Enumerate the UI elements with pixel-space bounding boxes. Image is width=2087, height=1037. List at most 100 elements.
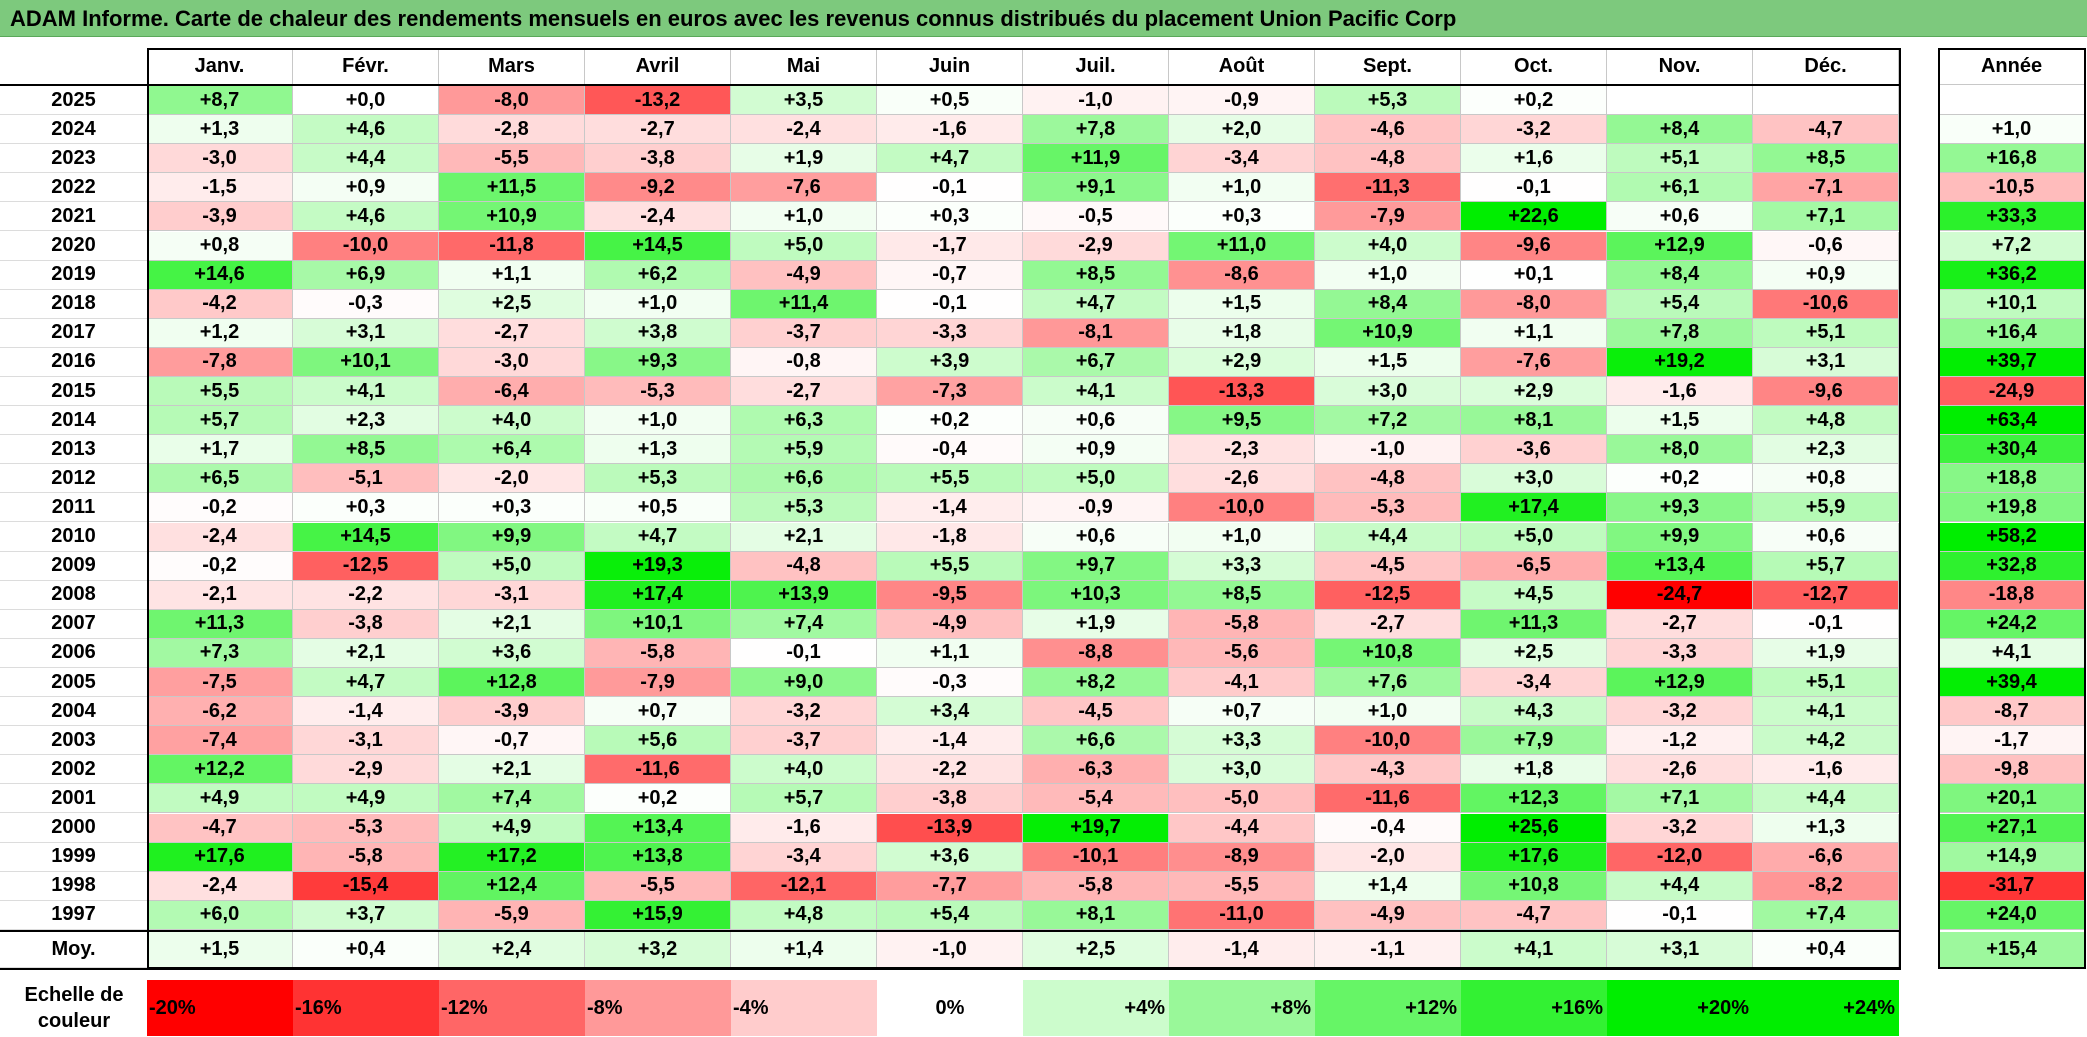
- heatmap-cell: +14,6: [147, 260, 293, 290]
- heatmap-cell: +8,1: [1461, 406, 1607, 436]
- heatmap-cell: -4,8: [1315, 144, 1461, 174]
- heatmap-cell: -7,6: [731, 173, 877, 203]
- heatmap-cell: -0,1: [1753, 609, 1899, 639]
- heatmap-cell: +4,7: [1023, 289, 1169, 319]
- heatmap-cell: -5,5: [439, 144, 585, 174]
- heatmap-cell: +1,9: [1753, 638, 1899, 668]
- heatmap-cell: +12,8: [439, 668, 585, 698]
- heatmap-cell: +19,7: [1023, 813, 1169, 843]
- heatmap-cell: +4,7: [877, 144, 1023, 174]
- heatmap-cell: -6,5: [1461, 551, 1607, 581]
- year-label: 2019: [0, 260, 147, 290]
- heatmap-cell: -0,9: [1169, 86, 1315, 116]
- heatmap-cell: -3,0: [439, 347, 585, 377]
- heatmap-cell: +10,9: [439, 202, 585, 232]
- heatmap-cell: +1,3: [1753, 813, 1899, 843]
- heatmap-cell: +0,5: [877, 86, 1023, 116]
- heatmap-cell: +9,3: [585, 347, 731, 377]
- heatmap-cell: -1,4: [877, 726, 1023, 756]
- heatmap-cell: -7,5: [147, 668, 293, 698]
- heatmap-cell: +1,2: [147, 318, 293, 348]
- heatmap-cell: -6,6: [1753, 842, 1899, 872]
- year-label: 2005: [0, 668, 147, 698]
- heatmap-cell: +7,9: [1461, 726, 1607, 756]
- average-label: Moy.: [0, 931, 147, 968]
- annual-cell: -18,8: [1939, 580, 2085, 610]
- heatmap-cell: +2,3: [293, 406, 439, 436]
- average-cell: +2,4: [439, 931, 585, 968]
- heatmap-cell: +14,5: [293, 522, 439, 552]
- heatmap-cell: +0,3: [877, 202, 1023, 232]
- heatmap-cell: +4,0: [731, 755, 877, 785]
- annual-cell: +1,0: [1939, 115, 2085, 145]
- chart-title: ADAM Informe. Carte de chaleur des rende…: [10, 6, 1457, 31]
- heatmap-cell: +4,1: [293, 377, 439, 407]
- heatmap-cell: +11,3: [1461, 609, 1607, 639]
- heatmap-cell: -12,1: [731, 871, 877, 901]
- annual-cell: -9,8: [1939, 755, 2085, 785]
- heatmap-cell: +5,0: [731, 231, 877, 261]
- heatmap-cell: -1,8: [877, 522, 1023, 552]
- heatmap-cell: -6,2: [147, 697, 293, 727]
- heatmap-cell: +0,7: [585, 697, 731, 727]
- average-cell: +0,4: [293, 931, 439, 968]
- average-cell: -1,0: [877, 931, 1023, 968]
- color-scale-stop: +8%: [1169, 980, 1315, 1036]
- heatmap-cell: +5,5: [877, 464, 1023, 494]
- heatmap-cell: +0,9: [1023, 435, 1169, 465]
- heatmap-cell: -9,2: [585, 173, 731, 203]
- heatmap-cell: +14,5: [585, 231, 731, 261]
- heatmap-cell: -11,0: [1169, 900, 1315, 930]
- heatmap-cell: +0,6: [1753, 522, 1899, 552]
- heatmap-cell: -5,8: [585, 638, 731, 668]
- heatmap-cell: +4,8: [731, 900, 877, 930]
- heatmap-cell: -7,9: [585, 668, 731, 698]
- heatmap-cell: -8,9: [1169, 842, 1315, 872]
- annual-cell: +14,9: [1939, 842, 2085, 872]
- month-header: Sept.: [1315, 49, 1461, 85]
- color-scale-stop: 0%: [877, 980, 1023, 1036]
- heatmap-cell: +4,4: [293, 144, 439, 174]
- color-scale-stop: +24%: [1753, 980, 1899, 1036]
- heatmap-cell: -24,7: [1607, 580, 1753, 610]
- heatmap-cell: -9,5: [877, 580, 1023, 610]
- heatmap-cell: +4,4: [1753, 784, 1899, 814]
- heatmap-cell: +7,8: [1023, 115, 1169, 145]
- heatmap-cell: -1,0: [1315, 435, 1461, 465]
- heatmap-cell: +3,0: [1169, 755, 1315, 785]
- heatmap-cell: +1,3: [147, 115, 293, 145]
- heatmap-cell: +5,1: [1753, 318, 1899, 348]
- heatmap-cell: +2,9: [1169, 347, 1315, 377]
- color-scale-stop: -12%: [439, 980, 585, 1036]
- heatmap-cell: +6,6: [1023, 726, 1169, 756]
- heatmap-cell: +2,5: [1461, 638, 1607, 668]
- heatmap-cell: +6,6: [731, 464, 877, 494]
- heatmap-cell: -2,6: [1607, 755, 1753, 785]
- heatmap-cell: +1,0: [1169, 522, 1315, 552]
- heatmap-cell: -3,2: [1461, 115, 1607, 145]
- heatmap-cell: -0,1: [877, 173, 1023, 203]
- heatmap-cell: +22,6: [1461, 202, 1607, 232]
- heatmap-cell: -3,2: [1607, 697, 1753, 727]
- month-header: Août: [1169, 49, 1315, 85]
- heatmap-cell: -2,7: [585, 115, 731, 145]
- heatmap-cell: +3,1: [1753, 347, 1899, 377]
- year-label: 2014: [0, 406, 147, 436]
- heatmap-cell: -2,9: [1023, 231, 1169, 261]
- year-label: 2007: [0, 609, 147, 639]
- year-label: 1998: [0, 871, 147, 901]
- year-label: 1999: [0, 842, 147, 872]
- heatmap-cell: +4,3: [1461, 697, 1607, 727]
- heatmap-cell: -5,1: [293, 464, 439, 494]
- heatmap-cell: +6,9: [293, 260, 439, 290]
- heatmap-cell: -5,9: [439, 900, 585, 930]
- heatmap-cell: +5,0: [1023, 464, 1169, 494]
- heatmap-cell: -0,7: [877, 260, 1023, 290]
- heatmap-cell: +0,1: [1461, 260, 1607, 290]
- heatmap-cell: -13,2: [585, 86, 731, 116]
- heatmap-cell: -4,7: [1753, 115, 1899, 145]
- annual-cell: [1939, 86, 2085, 116]
- heatmap-cell: +17,6: [1461, 842, 1607, 872]
- heatmap-cell: -2,7: [1315, 609, 1461, 639]
- heatmap-cell: -5,8: [293, 842, 439, 872]
